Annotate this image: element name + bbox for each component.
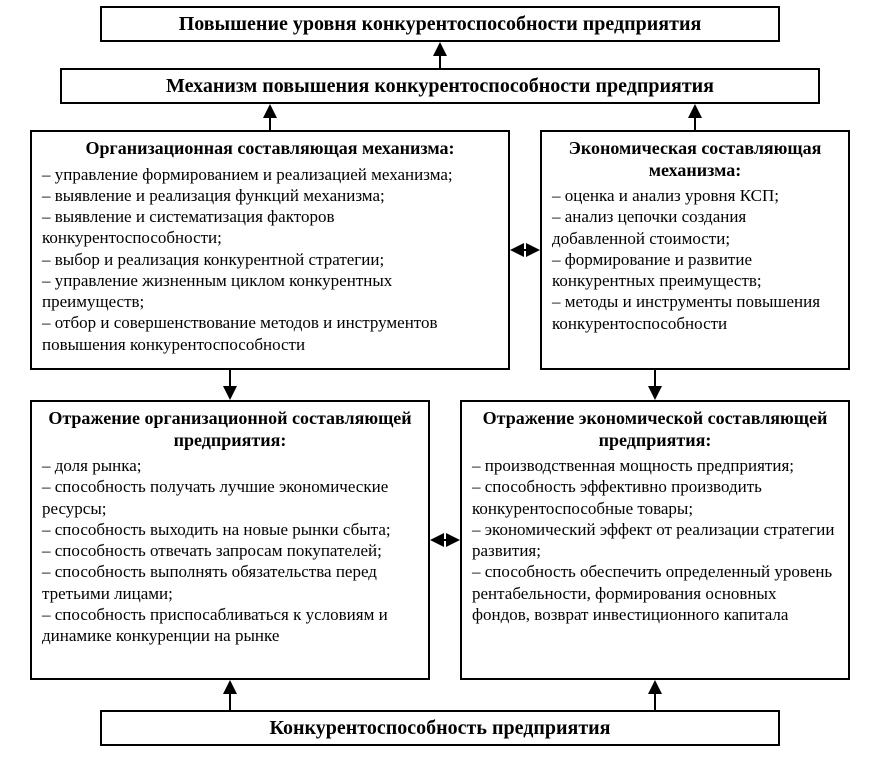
list-item: – способность выполнять обязательства пе… — [42, 561, 418, 604]
node-org-mech: Организационная составляющая механизма: … — [30, 130, 510, 370]
list-item: – способность обеспечить определенный ур… — [472, 561, 838, 625]
node-top: Повышение уровня конкурентоспособности п… — [100, 6, 780, 42]
node-econ-refl: Отражение экономической составляющей пре… — [460, 400, 850, 680]
list-item: – выявление и реализация функций механиз… — [42, 185, 498, 206]
list-item: – отбор и совершенствование методов и ин… — [42, 312, 498, 355]
node-top-text: Повышение уровня конкурентоспособности п… — [179, 12, 702, 36]
list-item: – способность эффективно производить кон… — [472, 476, 838, 519]
node-org-refl: Отражение организационной составляющей п… — [30, 400, 430, 680]
node-econ-mech-title: Экономическая составляющая механизма: — [552, 138, 838, 181]
list-item: – производственная мощность предприятия; — [472, 455, 838, 476]
node-bottom-text: Конкурентоспособность предприятия — [270, 716, 611, 740]
node-mechanism-text: Механизм повышения конкурентоспособности… — [166, 74, 714, 98]
node-econ-mech: Экономическая составляющая механизма: – … — [540, 130, 850, 370]
list-item: – выявление и систематизация факторов ко… — [42, 206, 498, 249]
list-item: – экономический эффект от реализации стр… — [472, 519, 838, 562]
node-org-mech-title: Организационная составляющая механизма: — [42, 138, 498, 160]
list-item: – способность получать лучшие экономичес… — [42, 476, 418, 519]
node-org-refl-title: Отражение организационной составляющей п… — [42, 408, 418, 451]
list-item: – способность отвечать запросам покупате… — [42, 540, 418, 561]
list-item: – доля рынка; — [42, 455, 418, 476]
node-bottom: Конкурентоспособность предприятия — [100, 710, 780, 746]
list-item: – способность приспосабливаться к услови… — [42, 604, 418, 647]
list-item: – способность выходить на новые рынки сб… — [42, 519, 418, 540]
list-item: – выбор и реализация конкурентной страте… — [42, 249, 498, 270]
list-item: – формирование и развитие конкурентных п… — [552, 249, 838, 292]
list-item: – анализ цепочки создания добавленной ст… — [552, 206, 838, 249]
list-item: – методы и инструменты повышения конкуре… — [552, 291, 838, 334]
list-item: – оценка и анализ уровня КСП; — [552, 185, 838, 206]
node-mechanism: Механизм повышения конкурентоспособности… — [60, 68, 820, 104]
list-item: – управление формированием и реализацией… — [42, 164, 498, 185]
node-econ-refl-title: Отражение экономической составляющей пре… — [472, 408, 838, 451]
list-item: – управление жизненным циклом конкурентн… — [42, 270, 498, 313]
